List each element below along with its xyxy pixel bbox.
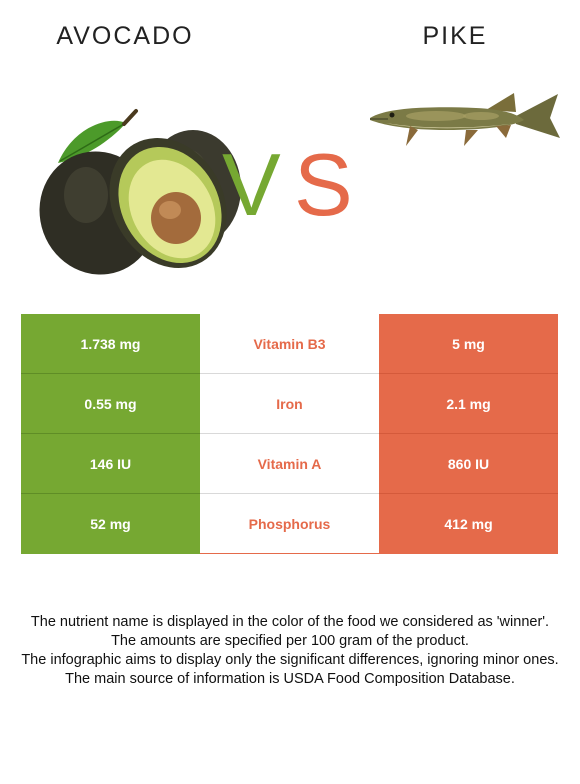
table-row: 146 IU Vitamin A 860 IU [21, 434, 558, 494]
avocado-image [39, 109, 241, 275]
food-title-left: AVOCADO [56, 22, 194, 50]
nutrient-comparison-table: 1.738 mg Vitamin B3 5 mg 0.55 mg Iron 2.… [21, 314, 558, 554]
vs-label: V S [222, 135, 353, 234]
pike-value: 5 mg [379, 314, 558, 374]
footnote-line: The amounts are specified per 100 gram o… [111, 633, 469, 649]
table-row: 52 mg Phosphorus 412 mg [21, 494, 558, 554]
nutrient-name: Vitamin B3 [200, 314, 379, 374]
avocado-value: 1.738 mg [21, 314, 200, 374]
footnote-line: The infographic aims to display only the… [21, 652, 559, 668]
avocado-value: 146 IU [21, 434, 200, 494]
pike-value: 412 mg [379, 494, 558, 554]
nutrient-name: Phosphorus [200, 494, 379, 554]
avocado-value: 0.55 mg [21, 374, 200, 434]
footnote-line: The nutrient name is displayed in the co… [30, 614, 550, 630]
table-row: 0.55 mg Iron 2.1 mg [21, 374, 558, 434]
vs-letter-v: V [222, 135, 281, 234]
table-row: 1.738 mg Vitamin B3 5 mg [21, 314, 558, 374]
vs-letter-s: S [294, 135, 353, 234]
food-title-right: PIKE [422, 22, 488, 50]
footnote-line: The main source of information is USDA F… [65, 671, 515, 687]
avocado-value: 52 mg [21, 494, 200, 554]
pike-fish-image [370, 93, 560, 146]
footnote: The nutrient name is displayed in the co… [18, 613, 562, 689]
nutrient-name: Iron [200, 374, 379, 434]
pike-value: 860 IU [379, 434, 558, 494]
pike-value: 2.1 mg [379, 374, 558, 434]
nutrient-name: Vitamin A [200, 434, 379, 494]
